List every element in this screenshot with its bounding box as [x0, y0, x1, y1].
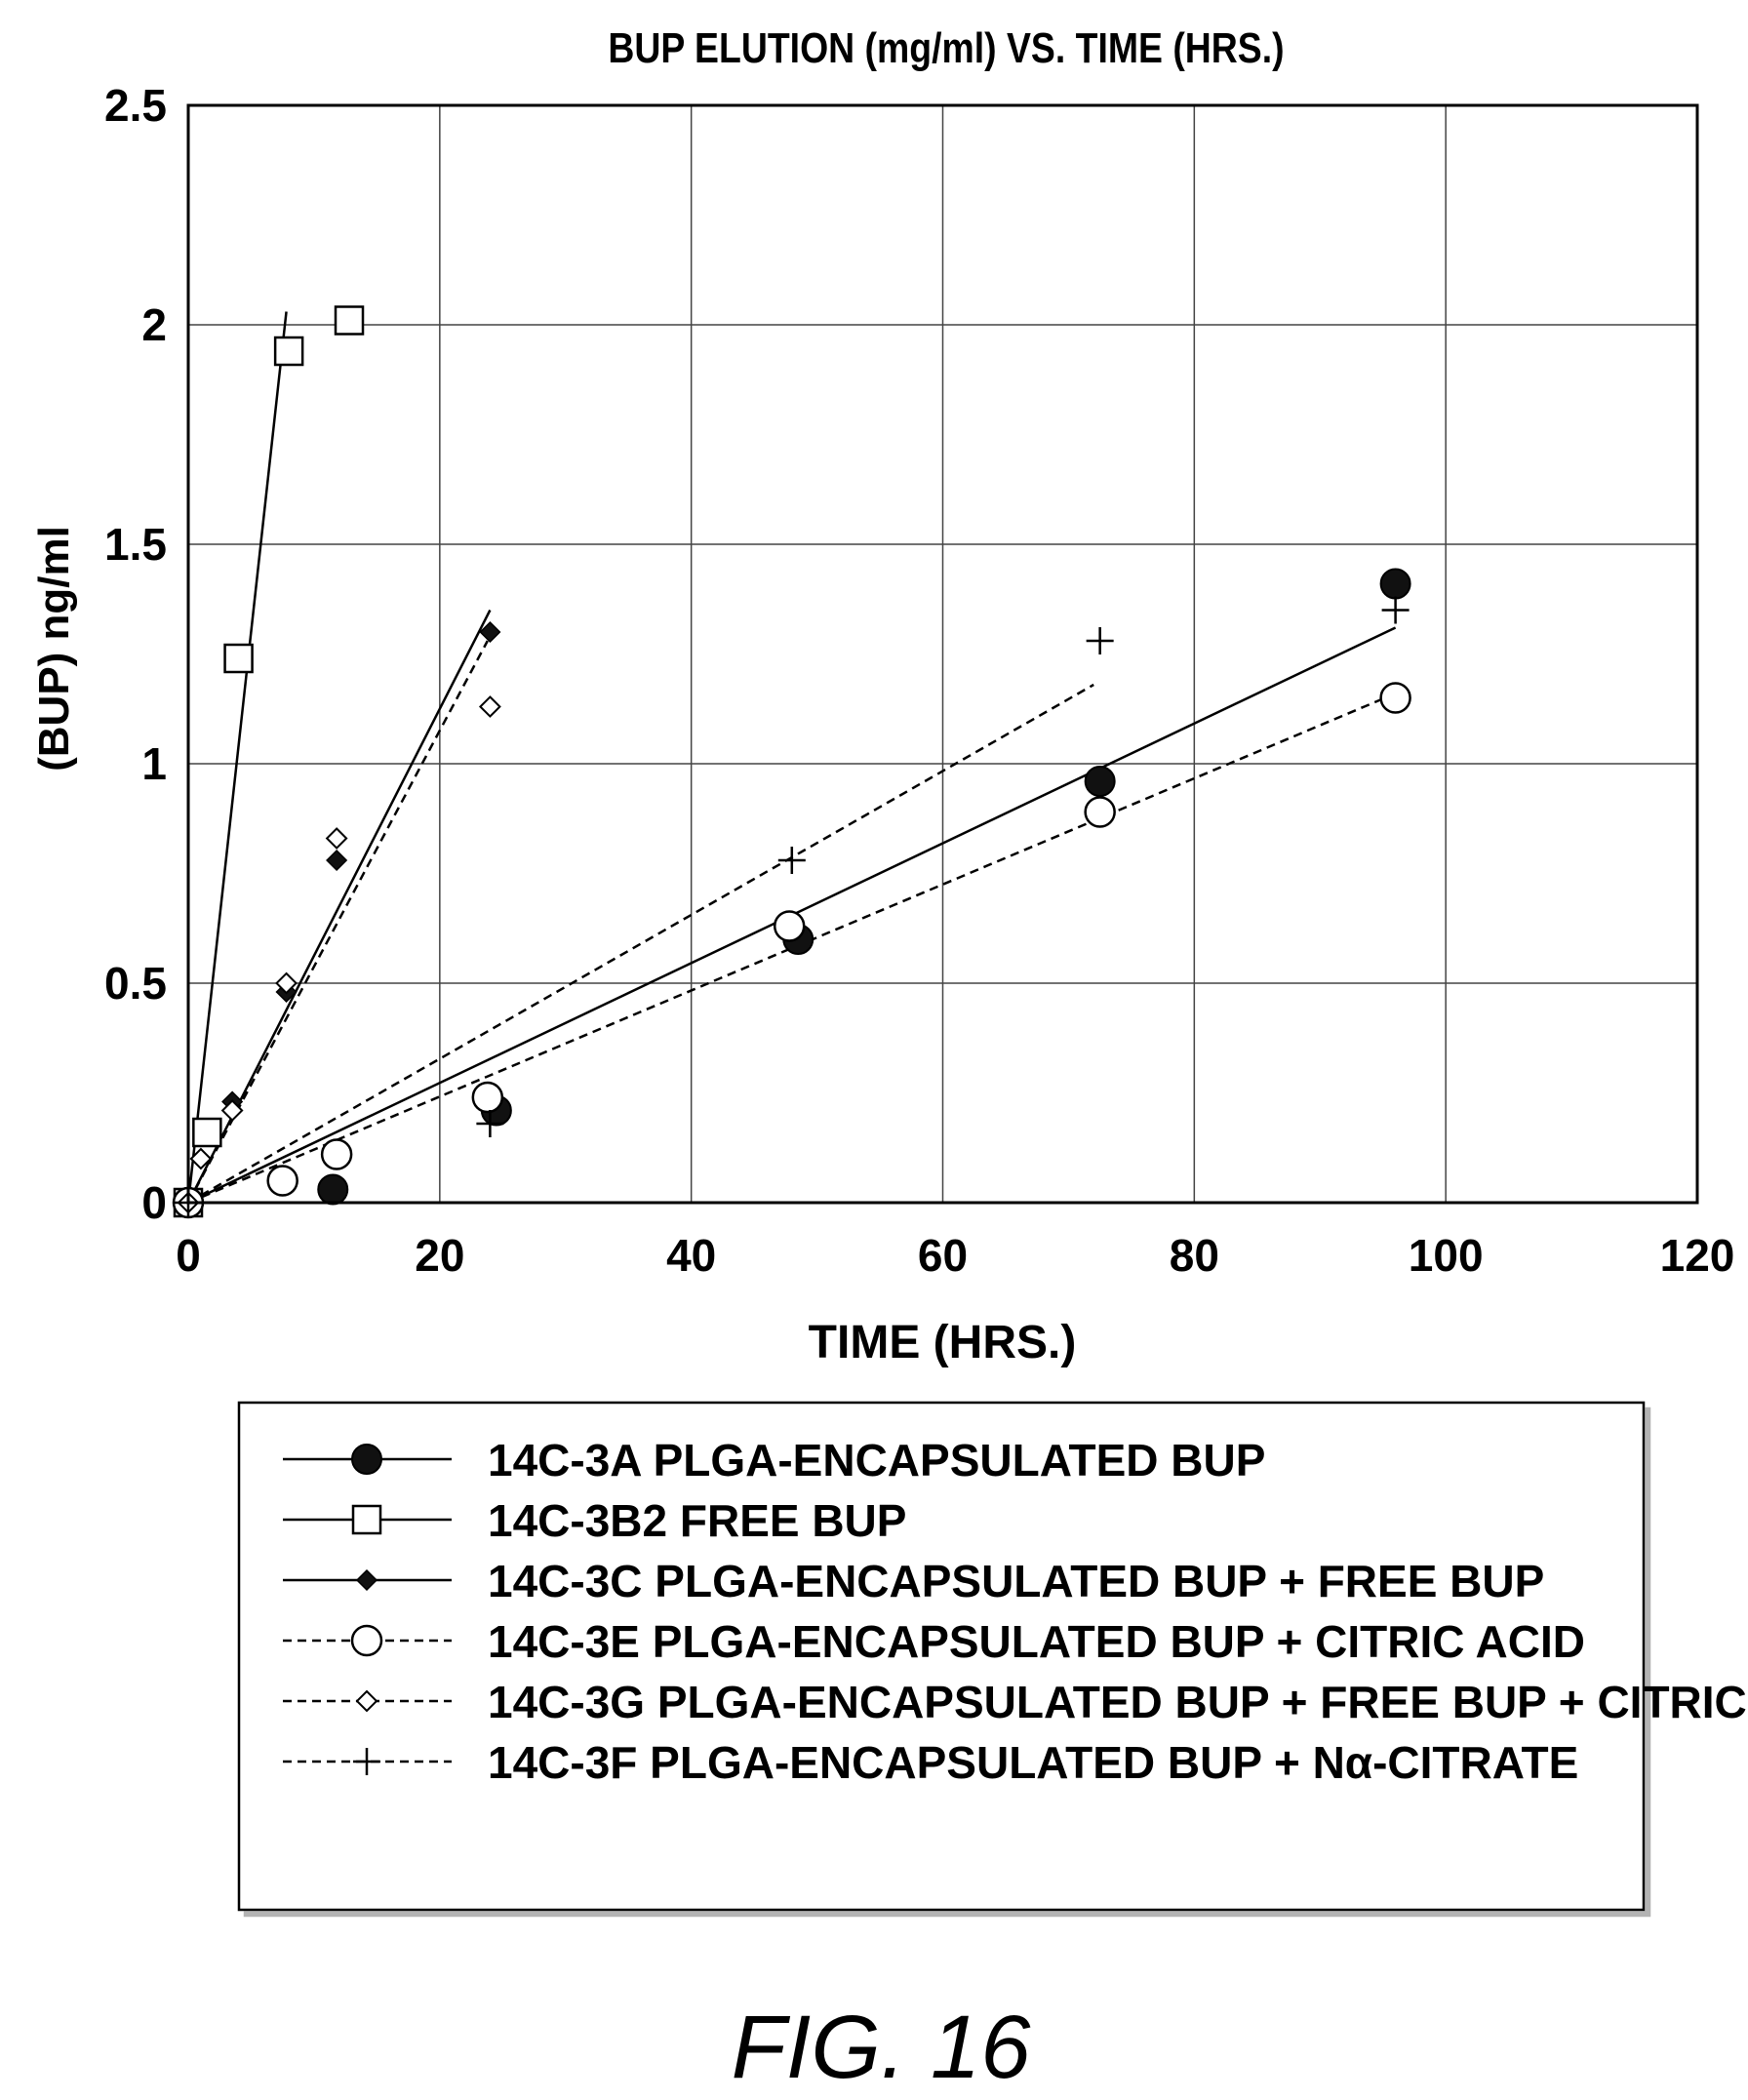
legend-marker — [355, 1568, 378, 1592]
data-point-series-5 — [478, 695, 501, 718]
legend-label: 14C-3E PLGA-ENCAPSULATED BUP + CITRIC AC… — [488, 1616, 1585, 1667]
data-point-series-5 — [220, 1099, 244, 1122]
plot-area-border — [186, 103, 1699, 1205]
legend-marker — [351, 1444, 382, 1475]
y-tick-label: 1 — [141, 738, 167, 789]
legend-label: 14C-3G PLGA-ENCAPSULATED BUP + FREE BUP … — [488, 1677, 1748, 1727]
x-tick-label: 80 — [1170, 1230, 1219, 1281]
data-point-series-6 — [1086, 627, 1114, 654]
data-point-series-2 — [192, 1117, 222, 1148]
y-tick-labels: 0 0.5 1 1.5 2 2.5 — [104, 80, 167, 1228]
data-point-series-3 — [479, 620, 501, 644]
data-point-series-5 — [325, 827, 348, 850]
data-point-series-3 — [326, 849, 348, 872]
figure-caption: FIG. 16 — [732, 1998, 1032, 2097]
data-point-series-4 — [266, 1165, 298, 1197]
data-point-series-1 — [317, 1173, 349, 1206]
trend-line-series-2 — [186, 311, 288, 1204]
data-point-series-5 — [189, 1147, 213, 1170]
legend-marker — [351, 1504, 382, 1535]
legend: 14C-3A PLGA-ENCAPSULATED BUP 14C-3B2 FREE… — [283, 1435, 1748, 1788]
data-point-series-1 — [1084, 766, 1116, 797]
data-point-series-4 — [1379, 682, 1411, 714]
x-axis-label: TIME (HRS.) — [809, 1317, 1077, 1368]
legend-marker — [355, 1689, 378, 1713]
x-tick-label: 60 — [918, 1230, 968, 1281]
x-tick-labels: 0 20 40 60 80 100 120 — [176, 1230, 1734, 1281]
legend-label: 14C-3F PLGA-ENCAPSULATED BUP + Nα-CITRAT… — [488, 1737, 1578, 1788]
x-tick-label: 120 — [1660, 1230, 1735, 1281]
data-point-series-1 — [1379, 568, 1411, 600]
legend-label: 14C-3B2 FREE BUP — [488, 1495, 906, 1546]
data-point-series-2 — [273, 336, 304, 367]
data-point-series-4 — [471, 1081, 504, 1114]
data-point-series-4 — [320, 1138, 353, 1170]
data-point-series-6 — [777, 847, 806, 874]
y-tick-label: 1.5 — [104, 519, 167, 570]
trend-lines — [186, 311, 1397, 1205]
data-point-series-2 — [334, 305, 365, 336]
y-tick-label: 2.5 — [104, 80, 167, 131]
data-markers — [172, 305, 1411, 1219]
legend-marker — [353, 1748, 380, 1775]
x-tick-label: 100 — [1409, 1230, 1484, 1281]
y-tick-label: 0 — [141, 1177, 167, 1228]
data-point-series-4 — [773, 910, 806, 942]
chart-title: BUP ELUTION (mg/ml) VS. TIME (HRS.) — [608, 23, 1284, 72]
grid — [188, 105, 1697, 1203]
data-point-series-2 — [223, 643, 254, 674]
y-tick-label: 2 — [141, 299, 167, 350]
legend-box — [237, 1401, 1646, 1912]
data-point-series-4 — [1084, 796, 1116, 828]
trend-line-series-6 — [187, 683, 1094, 1205]
legend-marker — [350, 1624, 383, 1657]
legend-label: 14C-3A PLGA-ENCAPSULATED BUP — [488, 1435, 1265, 1486]
x-tick-label: 40 — [666, 1230, 716, 1281]
y-tick-label: 0.5 — [104, 958, 167, 1009]
legend-label: 14C-3C PLGA-ENCAPSULATED BUP + FREE BUP — [488, 1556, 1544, 1606]
data-point-series-6 — [476, 1110, 504, 1137]
x-tick-label: 0 — [176, 1230, 201, 1281]
data-point-series-5 — [275, 971, 298, 995]
y-axis-label: (BUP) ng/ml — [30, 526, 78, 772]
data-point-series-6 — [1381, 596, 1410, 624]
x-tick-label: 20 — [415, 1230, 464, 1281]
